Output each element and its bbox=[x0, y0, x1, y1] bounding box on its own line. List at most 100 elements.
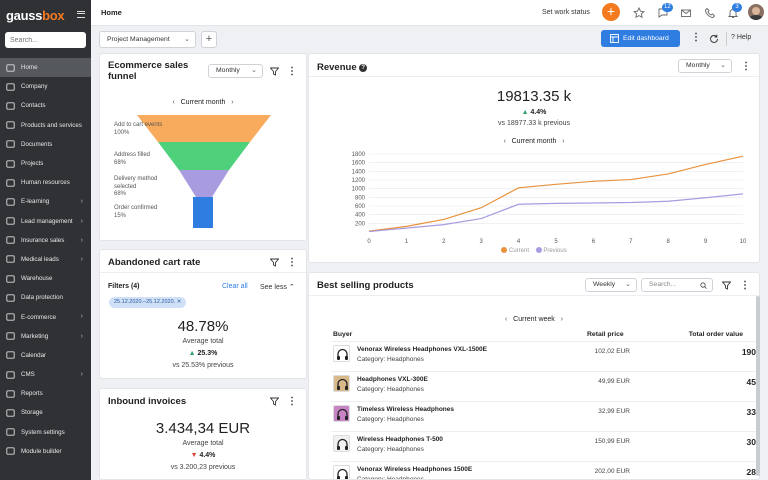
product-price: 202,00 EUR bbox=[594, 468, 630, 475]
filter-icon[interactable] bbox=[270, 397, 279, 406]
filter-icon[interactable] bbox=[270, 67, 279, 76]
cms-icon bbox=[6, 370, 15, 379]
chevron-down-icon: ⌄ bbox=[720, 62, 726, 69]
logo[interactable]: gaussbox bbox=[6, 8, 65, 23]
chevron-right-icon[interactable]: › bbox=[231, 99, 234, 106]
funnel-nav-label: Current month bbox=[180, 99, 226, 106]
mail-icon[interactable] bbox=[680, 7, 692, 19]
sidebar-item-label: E-learning bbox=[21, 198, 50, 206]
sidebar-item-products-and-services[interactable]: Products and services bbox=[0, 116, 91, 135]
sidebar-item-label: Marketing bbox=[21, 332, 49, 340]
close-icon[interactable]: ✕ bbox=[176, 299, 182, 305]
sidebar-item-insurance-sales[interactable]: Insurance sales › bbox=[0, 231, 91, 250]
product-category: Category: Headphones bbox=[357, 356, 424, 363]
edit-dashboard-label: Edit dashboard bbox=[623, 35, 669, 42]
add-dashboard-button[interactable]: + bbox=[201, 31, 217, 48]
sidebar-item-calendar[interactable]: Calendar bbox=[0, 346, 91, 365]
storage-icon bbox=[6, 409, 15, 417]
clear-all-link[interactable]: Clear all bbox=[222, 283, 248, 290]
more-options-icon[interactable]: ⋮ bbox=[741, 61, 751, 72]
revenue-period-select[interactable]: Monthly ⌄ bbox=[678, 59, 732, 73]
sidebar-item-e-learning[interactable]: E-learning › bbox=[0, 192, 91, 211]
sidebar-item-label: Products and services bbox=[21, 121, 82, 129]
more-options-icon[interactable]: ⋮ bbox=[287, 257, 297, 268]
chevron-left-icon[interactable]: ‹ bbox=[504, 316, 508, 323]
legend-current-label: Current bbox=[508, 248, 529, 254]
sidebar-item-human-resources[interactable]: Human resources bbox=[0, 173, 91, 192]
filter-icon[interactable] bbox=[722, 281, 731, 290]
more-options-icon[interactable]: ⋮ bbox=[691, 32, 701, 43]
chevron-right-icon[interactable]: › bbox=[560, 316, 563, 323]
sidebar-item-marketing[interactable]: Marketing › bbox=[0, 327, 91, 346]
chevron-up-icon: ⌃ bbox=[288, 284, 295, 291]
see-less-link[interactable]: See less ⌃ bbox=[260, 283, 295, 291]
product-name[interactable]: Headphones VXL-300E bbox=[357, 376, 428, 383]
funnel-period-select[interactable]: Monthly ⌄ bbox=[208, 64, 263, 78]
product-price: 49,99 EUR bbox=[598, 378, 630, 385]
table-row[interactable]: Venorax Wireless Headphones VXL-1500E Cat… bbox=[331, 341, 756, 371]
sidebar-item-label: Calendar bbox=[21, 351, 47, 359]
avatar[interactable] bbox=[748, 4, 764, 20]
more-options-icon[interactable]: ⋮ bbox=[287, 66, 297, 77]
phone-icon[interactable] bbox=[704, 7, 716, 19]
settings-icon bbox=[6, 428, 15, 436]
sidebar-item-home[interactable]: Home bbox=[0, 58, 91, 78]
more-options-icon[interactable]: ⋮ bbox=[287, 396, 297, 407]
chevron-right-icon[interactable]: › bbox=[562, 138, 565, 145]
abandoned-value: 48.78% bbox=[177, 318, 229, 335]
product-name[interactable]: Venorax Wireless Headphones 1500E bbox=[357, 466, 473, 473]
sidebar-item-lead-management[interactable]: Lead management › bbox=[0, 212, 91, 231]
table-row[interactable]: Venorax Wireless Headphones 1500E Categor… bbox=[331, 461, 756, 479]
sidebar-item-module-builder[interactable]: Module builder bbox=[0, 442, 91, 461]
sidebar-item-warehouse[interactable]: Warehouse bbox=[0, 269, 91, 288]
x-tick-label: 7 bbox=[629, 239, 633, 245]
page-title: Home bbox=[101, 8, 122, 17]
product-name[interactable]: Venorax Wireless Headphones VXL-1500E bbox=[357, 346, 487, 353]
table-row[interactable]: Timeless Wireless Headphones Category: He… bbox=[331, 401, 756, 431]
best-period-select[interactable]: Weekly ⌄ bbox=[585, 278, 637, 292]
best-search-input[interactable]: Search... bbox=[641, 278, 713, 292]
sidebar-item-e-commerce[interactable]: E-commerce › bbox=[0, 307, 91, 326]
x-tick-label: 8 bbox=[667, 239, 671, 245]
sidebar-item-medical-leads[interactable]: Medical leads › bbox=[0, 250, 91, 269]
sidebar-item-contacts[interactable]: Contacts bbox=[0, 96, 91, 115]
product-thumbnail bbox=[333, 375, 350, 392]
dashboard-select[interactable]: Project Management ⌄ bbox=[99, 31, 196, 48]
sidebar-item-system-settings[interactable]: System settings bbox=[0, 423, 91, 442]
warehouse-icon bbox=[6, 275, 15, 283]
edit-dashboard-button[interactable]: Edit dashboard bbox=[601, 30, 680, 47]
filter-icon[interactable] bbox=[270, 258, 279, 267]
y-tick-label: 600 bbox=[355, 204, 366, 210]
sidebar-item-cms[interactable]: CMS › bbox=[0, 365, 91, 384]
funnel-card: Ecommerce sales funnel Monthly ⌄ ⋮ ‹ Curre… bbox=[99, 53, 307, 241]
star-icon[interactable] bbox=[633, 7, 645, 19]
sidebar-item-documents[interactable]: Documents bbox=[0, 135, 91, 154]
best-selling-card: Best selling products Weekly ⌄ Search... … bbox=[308, 272, 760, 480]
add-button[interactable]: + bbox=[602, 3, 620, 21]
product-name[interactable]: Wireless Headphones T-500 bbox=[357, 436, 443, 443]
table-row[interactable]: Headphones VXL-300E Category: Headphones 4… bbox=[331, 371, 756, 401]
chevron-left-icon[interactable]: ‹ bbox=[503, 138, 506, 145]
sidebar-item-reports[interactable]: Reports bbox=[0, 384, 91, 403]
help-icon[interactable]: ? bbox=[359, 64, 368, 72]
products-icon bbox=[6, 121, 15, 129]
help-link[interactable]: ? Help bbox=[731, 34, 752, 41]
sidebar-item-storage[interactable]: Storage bbox=[0, 403, 91, 422]
more-options-icon[interactable]: ⋮ bbox=[740, 280, 750, 291]
sidebar-item-projects[interactable]: Projects bbox=[0, 154, 91, 173]
scrollbar[interactable] bbox=[756, 296, 760, 476]
work-status-button[interactable]: Set work status bbox=[542, 9, 590, 16]
menu-icon[interactable] bbox=[77, 11, 85, 18]
table-row[interactable]: Wireless Headphones T-500 Category: Headp… bbox=[331, 431, 756, 461]
sidebar-item-label: Module builder bbox=[21, 447, 62, 455]
refresh-icon[interactable] bbox=[709, 34, 719, 44]
divider bbox=[100, 272, 306, 273]
sidebar-item-data-protection[interactable]: Data protection bbox=[0, 288, 91, 307]
chevron-left-icon[interactable]: ‹ bbox=[172, 99, 175, 106]
sidebar-item-company[interactable]: Company bbox=[0, 77, 91, 96]
product-name[interactable]: Timeless Wireless Headphones bbox=[357, 406, 455, 413]
x-tick-label: 6 bbox=[592, 239, 596, 245]
filter-chip[interactable]: 25.12.2020.–25.12.2020. ✕ bbox=[109, 297, 187, 308]
sidebar-search-input[interactable] bbox=[5, 32, 86, 48]
sidebar-nav: Home Company Contacts Products and services… bbox=[0, 58, 91, 461]
